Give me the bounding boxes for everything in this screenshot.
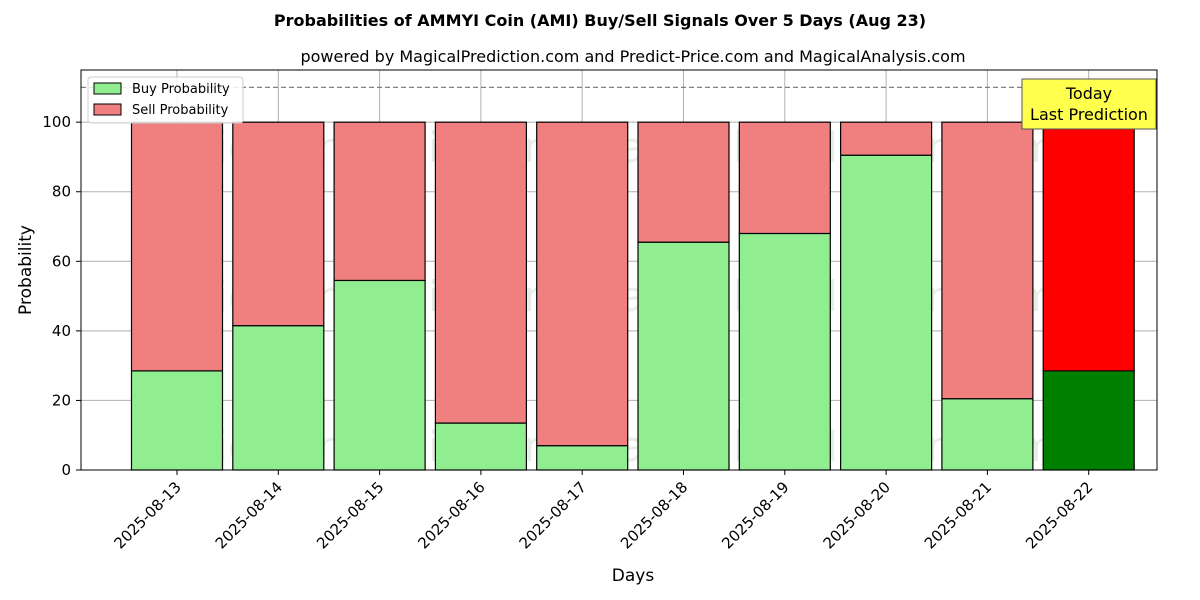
bar-sell-2025-08-15 (333, 121, 426, 282)
bar-buy-2025-08-22 (1042, 370, 1135, 471)
x-tick-label: 2025-08-13 (110, 478, 184, 552)
bar-sell-2025-08-20 (839, 121, 933, 156)
bar-buy-2025-08-15 (333, 279, 426, 471)
legend-label-buy: Buy Probability (132, 82, 230, 97)
annotation-box (1021, 78, 1157, 130)
bar-buy-2025-08-17 (536, 445, 629, 471)
bar-buy-2025-08-13 (130, 370, 224, 471)
bar-sell-2025-08-18 (637, 121, 730, 243)
bar-sell-2025-08-13 (130, 121, 224, 372)
legend-box (87, 76, 244, 124)
legend-swatch-sell (93, 103, 122, 116)
annotation-line-1: Today (1065, 84, 1112, 103)
bar-sell-2025-08-16 (434, 121, 527, 424)
y-axis-ticks: 0 20 40 60 80 100 (42, 113, 81, 479)
bar-sell-2025-08-14 (232, 121, 325, 327)
bar-sell-2025-08-22 (1042, 121, 1135, 372)
chart-title: Probabilities of AMMYI Coin (AMI) Buy/Se… (274, 11, 926, 30)
x-tick-label: 2025-08-14 (212, 478, 286, 552)
bar-buy-2025-08-14 (232, 325, 325, 471)
x-tick-label: 2025-08-15 (313, 478, 387, 552)
legend: Buy Probability Sell Probability (87, 76, 244, 124)
x-tick-label: 2025-08-18 (617, 478, 691, 552)
y-tick-label: 20 (52, 391, 71, 409)
bar-buy-2025-08-18 (637, 241, 730, 471)
x-tick-label: 2025-08-19 (718, 478, 792, 552)
bar-buy-2025-08-21 (941, 398, 1034, 471)
annotation-line-2: Last Prediction (1030, 105, 1148, 124)
y-tick-label: 40 (52, 322, 71, 340)
x-tick-label: 2025-08-21 (921, 478, 995, 552)
plot-frame (80, 69, 1158, 471)
bar-sell-2025-08-21 (941, 121, 1034, 400)
chart-subtitle: powered by MagicalPrediction.com and Pre… (300, 47, 965, 66)
bar-sell-2025-08-17 (536, 121, 629, 447)
bars-layer (130, 121, 1135, 471)
y-axis-label: Probability (16, 225, 36, 315)
legend-swatch-buy (93, 82, 122, 95)
legend-label-sell: Sell Probability (132, 103, 229, 118)
x-tick-label: 2025-08-22 (1022, 478, 1096, 552)
x-tick-label: 2025-08-16 (414, 478, 488, 552)
today-annotation: Today Last Prediction (1021, 78, 1157, 130)
bar-buy-2025-08-16 (434, 422, 527, 471)
x-axis-ticks: 2025-08-13 2025-08-14 2025-08-15 2025-08-16… (110, 470, 1097, 552)
x-tick-label: 2025-08-17 (516, 478, 590, 552)
y-tick-label: 100 (42, 113, 71, 131)
bar-sell-2025-08-19 (738, 121, 831, 235)
x-axis-label: Days (612, 566, 655, 586)
y-tick-label: 60 (52, 252, 71, 270)
bar-buy-2025-08-19 (738, 232, 831, 471)
y-tick-label: 80 (52, 183, 71, 201)
bar-buy-2025-08-20 (839, 154, 933, 471)
x-tick-label: 2025-08-20 (820, 478, 894, 552)
y-tick-label: 0 (61, 461, 71, 479)
